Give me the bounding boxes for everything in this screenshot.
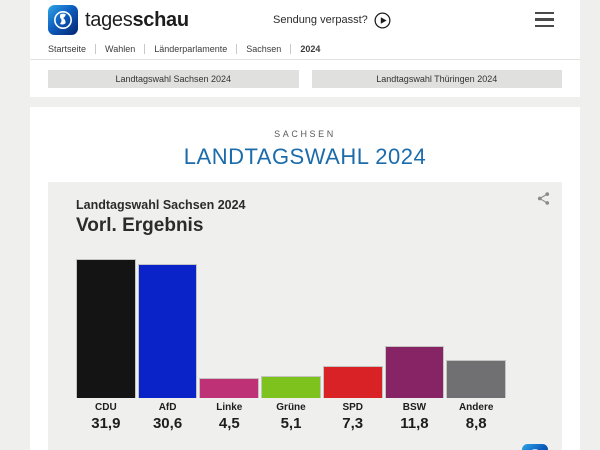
- bar-value-bsw: 11,8: [400, 415, 429, 432]
- bar-chart: CDU 31,9 AfD 30,6 Linke 4,5 Grüne 5,1 SPD 7,3 BSW 1…: [76, 256, 507, 432]
- main-content: SACHSEN LANDTAGSWAHL 2024 Landtagswahl S…: [30, 107, 580, 450]
- bar-value-linke: 4,5: [218, 415, 240, 432]
- chart-title: Landtagswahl Sachsen 2024: [76, 198, 246, 212]
- bar-area-andere: [446, 256, 507, 398]
- breadcrumb-item-startseite[interactable]: Startseite: [48, 43, 87, 54]
- tagesschau-logo[interactable]: tagesschau: [48, 5, 189, 35]
- bar-label-spd: SPD: [342, 402, 364, 413]
- section-gap: [30, 97, 580, 107]
- tab-thueringen[interactable]: Landtagswahl Thüringen 2024: [311, 70, 562, 88]
- chart-column-afd: AfD 30,6: [137, 256, 198, 432]
- sendung-verpasst-label: Sendung verpasst?: [273, 14, 368, 26]
- bar-label-andere: Andere: [458, 402, 494, 413]
- bar-value-andere: 8,8: [465, 415, 487, 432]
- chart-column-andere: Andere 8,8: [446, 256, 507, 432]
- bar-value-gruene: 5,1: [280, 415, 302, 432]
- bar-label-cdu: CDU: [95, 402, 117, 413]
- breadcrumb: Startseite Wahlen Länderparlamente Sachsen 2…: [48, 40, 562, 59]
- bar-value-afd: 30,6: [152, 415, 183, 432]
- bar-area-afd: [137, 256, 198, 398]
- share-icon[interactable]: [536, 191, 551, 206]
- bar-area-linke: [199, 256, 260, 398]
- bar-andere[interactable]: [446, 360, 507, 398]
- bar-spd[interactable]: [322, 366, 383, 398]
- chart-footer: Der Landeswahlleiter, in Prozent: [76, 444, 548, 450]
- region-kicker: SACHSEN: [274, 129, 336, 139]
- brand-wordmark: tagesschau: [85, 8, 189, 31]
- chart-column-bsw: BSW 11,8: [384, 256, 445, 432]
- bar-area-bsw: [384, 256, 445, 398]
- sendung-verpasst-link[interactable]: Sendung verpasst?: [273, 0, 391, 40]
- bar-label-bsw: BSW: [402, 402, 427, 413]
- bar-value-cdu: 31,9: [91, 415, 121, 432]
- bar-linke[interactable]: [199, 378, 260, 398]
- tab-sachsen[interactable]: Landtagswahl Sachsen 2024: [48, 70, 299, 88]
- tagesschau-globe-icon: [48, 5, 78, 35]
- chart-column-cdu: CDU 31,9: [76, 256, 136, 432]
- page-title: LANDTAGSWAHL 2024: [183, 144, 427, 169]
- bar-area-spd: [322, 256, 383, 398]
- breadcrumb-item-2024[interactable]: 2024: [290, 43, 320, 54]
- breadcrumb-item-wahlen[interactable]: Wahlen: [95, 43, 135, 54]
- chart-column-gruene: Grüne 5,1: [261, 256, 321, 432]
- chart-column-linke: Linke 4,5: [199, 256, 260, 432]
- bar-label-gruene: Grüne: [276, 402, 306, 413]
- site-header: tagesschau Sendung verpasst? Startseite W…: [30, 0, 580, 60]
- bar-label-linke: Linke: [216, 402, 243, 413]
- bar-value-spd: 7,3: [342, 415, 364, 432]
- tagesschau-globe-icon: [522, 444, 548, 450]
- chart-subtitle: Vorl. Ergebnis: [76, 215, 204, 236]
- bar-bsw[interactable]: [384, 346, 445, 398]
- election-chart-card: Landtagswahl Sachsen 2024 Vorl. Ergebnis…: [48, 182, 562, 450]
- bar-cdu[interactable]: [76, 259, 136, 398]
- menu-icon[interactable]: [535, 12, 554, 27]
- bar-area-gruene: [261, 256, 321, 398]
- bar-gruene[interactable]: [261, 376, 321, 398]
- bar-afd[interactable]: [137, 264, 198, 398]
- election-tab-row: Landtagswahl Sachsen 2024 Landtagswahl Th…: [30, 60, 580, 97]
- breadcrumb-item-länderparlamente[interactable]: Länderparlamente: [144, 43, 227, 54]
- breadcrumb-item-sachsen[interactable]: Sachsen: [236, 43, 281, 54]
- chart-column-spd: SPD 7,3: [322, 256, 383, 432]
- bar-label-afd: AfD: [158, 402, 177, 413]
- bar-area-cdu: [76, 256, 136, 398]
- play-icon[interactable]: [374, 11, 391, 29]
